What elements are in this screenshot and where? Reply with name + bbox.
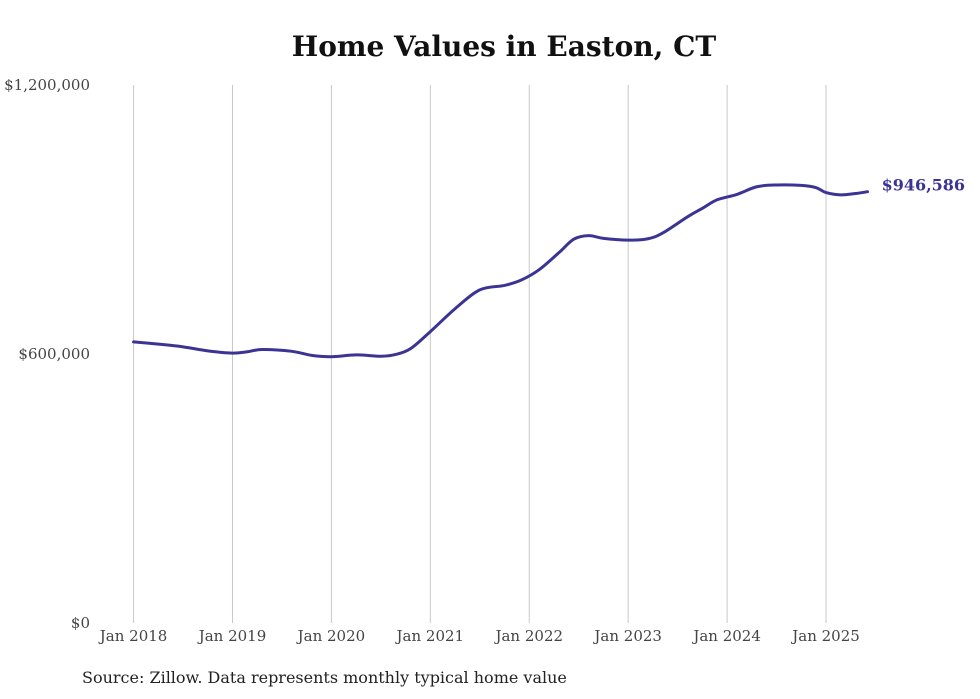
chart-title: Home Values in Easton, CT bbox=[291, 30, 717, 63]
x-tick-label: Jan 2020 bbox=[296, 627, 366, 645]
x-tick-label: Jan 2018 bbox=[98, 627, 168, 645]
series-line bbox=[132, 183, 870, 359]
x-tick-label: Jan 2019 bbox=[197, 627, 267, 645]
y-tick-label: $600,000 bbox=[18, 345, 90, 363]
x-tick-label: Jan 2023 bbox=[592, 627, 662, 645]
y-tick-label: $0 bbox=[71, 614, 90, 632]
source-note: Source: Zillow. Data represents monthly … bbox=[82, 668, 567, 687]
y-tick-label: $1,200,000 bbox=[4, 76, 90, 94]
x-tick-label: Jan 2021 bbox=[395, 627, 465, 645]
x-tick-label: Jan 2024 bbox=[691, 627, 761, 645]
end-value-label: $946,586 bbox=[882, 176, 966, 195]
x-tick-label: Jan 2025 bbox=[790, 627, 860, 645]
x-tick-label: Jan 2022 bbox=[493, 627, 563, 645]
